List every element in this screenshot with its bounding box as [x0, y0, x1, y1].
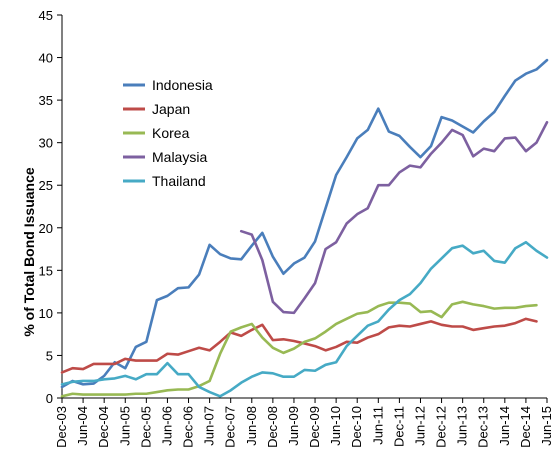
x-tick-label: Jun-04: [75, 406, 90, 446]
x-tick-label: Dec-07: [223, 406, 238, 448]
x-tick-label: Jun-06: [159, 406, 174, 446]
series-line-malaysia: [239, 120, 549, 315]
legend-label-korea: Korea: [152, 125, 190, 141]
x-tick-label: Jun-15: [539, 406, 554, 446]
x-tick-label: Jun-12: [412, 406, 427, 446]
y-tick-label: 0: [46, 391, 53, 406]
y-tick-label: 20: [39, 221, 53, 236]
y-tick-label: 30: [39, 136, 53, 151]
x-tick-label: Jun-08: [244, 406, 259, 446]
x-tick-label: Dec-03: [54, 406, 69, 448]
x-tick-label: Jun-11: [370, 406, 385, 445]
x-tick-label: Jun-13: [455, 406, 470, 446]
x-tick-label: Dec-14: [518, 406, 533, 448]
x-tick-label: Jun-09: [286, 406, 301, 446]
x-tick-label: Dec-06: [181, 406, 196, 448]
series-line-thailand: [60, 240, 549, 398]
y-axis: 0 5 10 15 20 25 30 35 40 45: [39, 8, 63, 406]
y-tick-label: 40: [39, 51, 53, 66]
x-tick-label: Dec-12: [434, 406, 449, 448]
x-axis: Dec-03 Jun-04 Dec-04 Jun-05 Dec-05 Jun-06 Dec-…: [54, 397, 554, 448]
y-tick-label: 45: [39, 8, 53, 23]
series-lines: [60, 58, 549, 398]
x-tick-label: Dec-05: [138, 406, 153, 448]
y-axis-title: % of Total Bond Issuance: [21, 167, 37, 337]
y-tick-label: 25: [39, 178, 53, 193]
x-tick-label: Jun-10: [328, 406, 343, 446]
x-tick-label: Dec-09: [307, 406, 322, 448]
x-tick-label: Dec-08: [265, 406, 280, 448]
series-line-japan: [60, 317, 538, 374]
legend-label-japan: Japan: [152, 101, 190, 117]
y-tick-label: 10: [39, 306, 53, 321]
y-tick-label: 15: [39, 263, 53, 278]
x-tick-label: Jun-14: [497, 406, 512, 446]
legend-label-thailand: Thailand: [152, 173, 206, 189]
x-tick-label: Jun-07: [202, 406, 217, 446]
x-tick-label: Dec-11: [391, 406, 406, 447]
legend-label-indonesia: Indonesia: [152, 77, 213, 93]
y-tick-label: 35: [39, 93, 53, 108]
x-tick-label: Dec-04: [96, 406, 111, 448]
legend-label-malaysia: Malaysia: [152, 149, 207, 165]
x-tick-label: Dec-13: [476, 406, 491, 448]
y-tick-label: 5: [46, 348, 53, 363]
series-line-indonesia: [60, 58, 549, 389]
series-line-korea: [60, 300, 538, 398]
x-tick-label: Jun-05: [117, 406, 132, 446]
legend: Indonesia Japan Korea Malaysia Thailand: [123, 77, 213, 189]
x-tick-label: Dec-10: [349, 406, 364, 448]
